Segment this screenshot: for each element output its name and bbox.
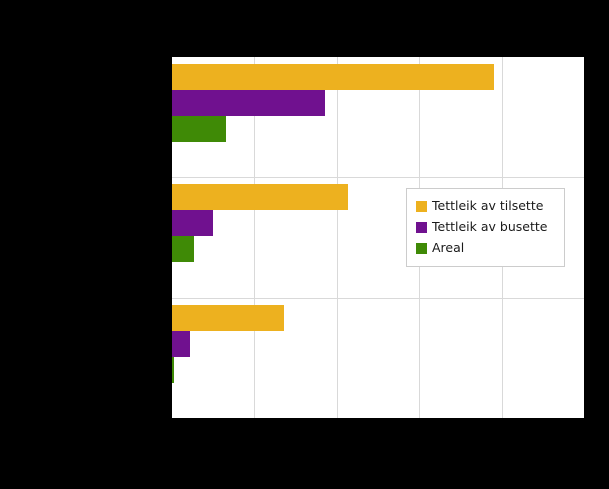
bar-g1-s2 bbox=[172, 236, 194, 262]
bar-g0-s1 bbox=[172, 90, 325, 116]
bar-g1-s1 bbox=[172, 210, 213, 236]
legend-swatch-areal bbox=[416, 243, 427, 254]
bar-g2-s0 bbox=[172, 305, 284, 331]
bar-g0-s2 bbox=[172, 116, 226, 142]
gridline-x-40 bbox=[337, 57, 338, 418]
legend-item-0[interactable]: Tettleik av tilsette bbox=[407, 196, 564, 217]
chart-legend: Tettleik av tilsette Tettleik av busette… bbox=[406, 188, 565, 267]
legend-item-1[interactable]: Tettleik av busette bbox=[407, 217, 564, 238]
legend-label-areal: Areal bbox=[432, 240, 465, 256]
legend-label-tettleik-av-tilsette: Tettleik av tilsette bbox=[432, 198, 544, 214]
bar-g0-s0 bbox=[172, 64, 494, 90]
legend-item-2[interactable]: Areal bbox=[407, 238, 564, 259]
bar-g2-s2 bbox=[172, 357, 174, 383]
category-separator-1 bbox=[172, 177, 584, 178]
gridline-x-20 bbox=[254, 57, 255, 418]
legend-swatch-tettleik-av-busette bbox=[416, 222, 427, 233]
category-separator-2 bbox=[172, 298, 584, 299]
legend-swatch-tettleik-av-tilsette bbox=[416, 201, 427, 212]
bar-g1-s0 bbox=[172, 184, 348, 210]
legend-label-tettleik-av-busette: Tettleik av busette bbox=[432, 219, 548, 235]
bar-g2-s1 bbox=[172, 331, 190, 357]
